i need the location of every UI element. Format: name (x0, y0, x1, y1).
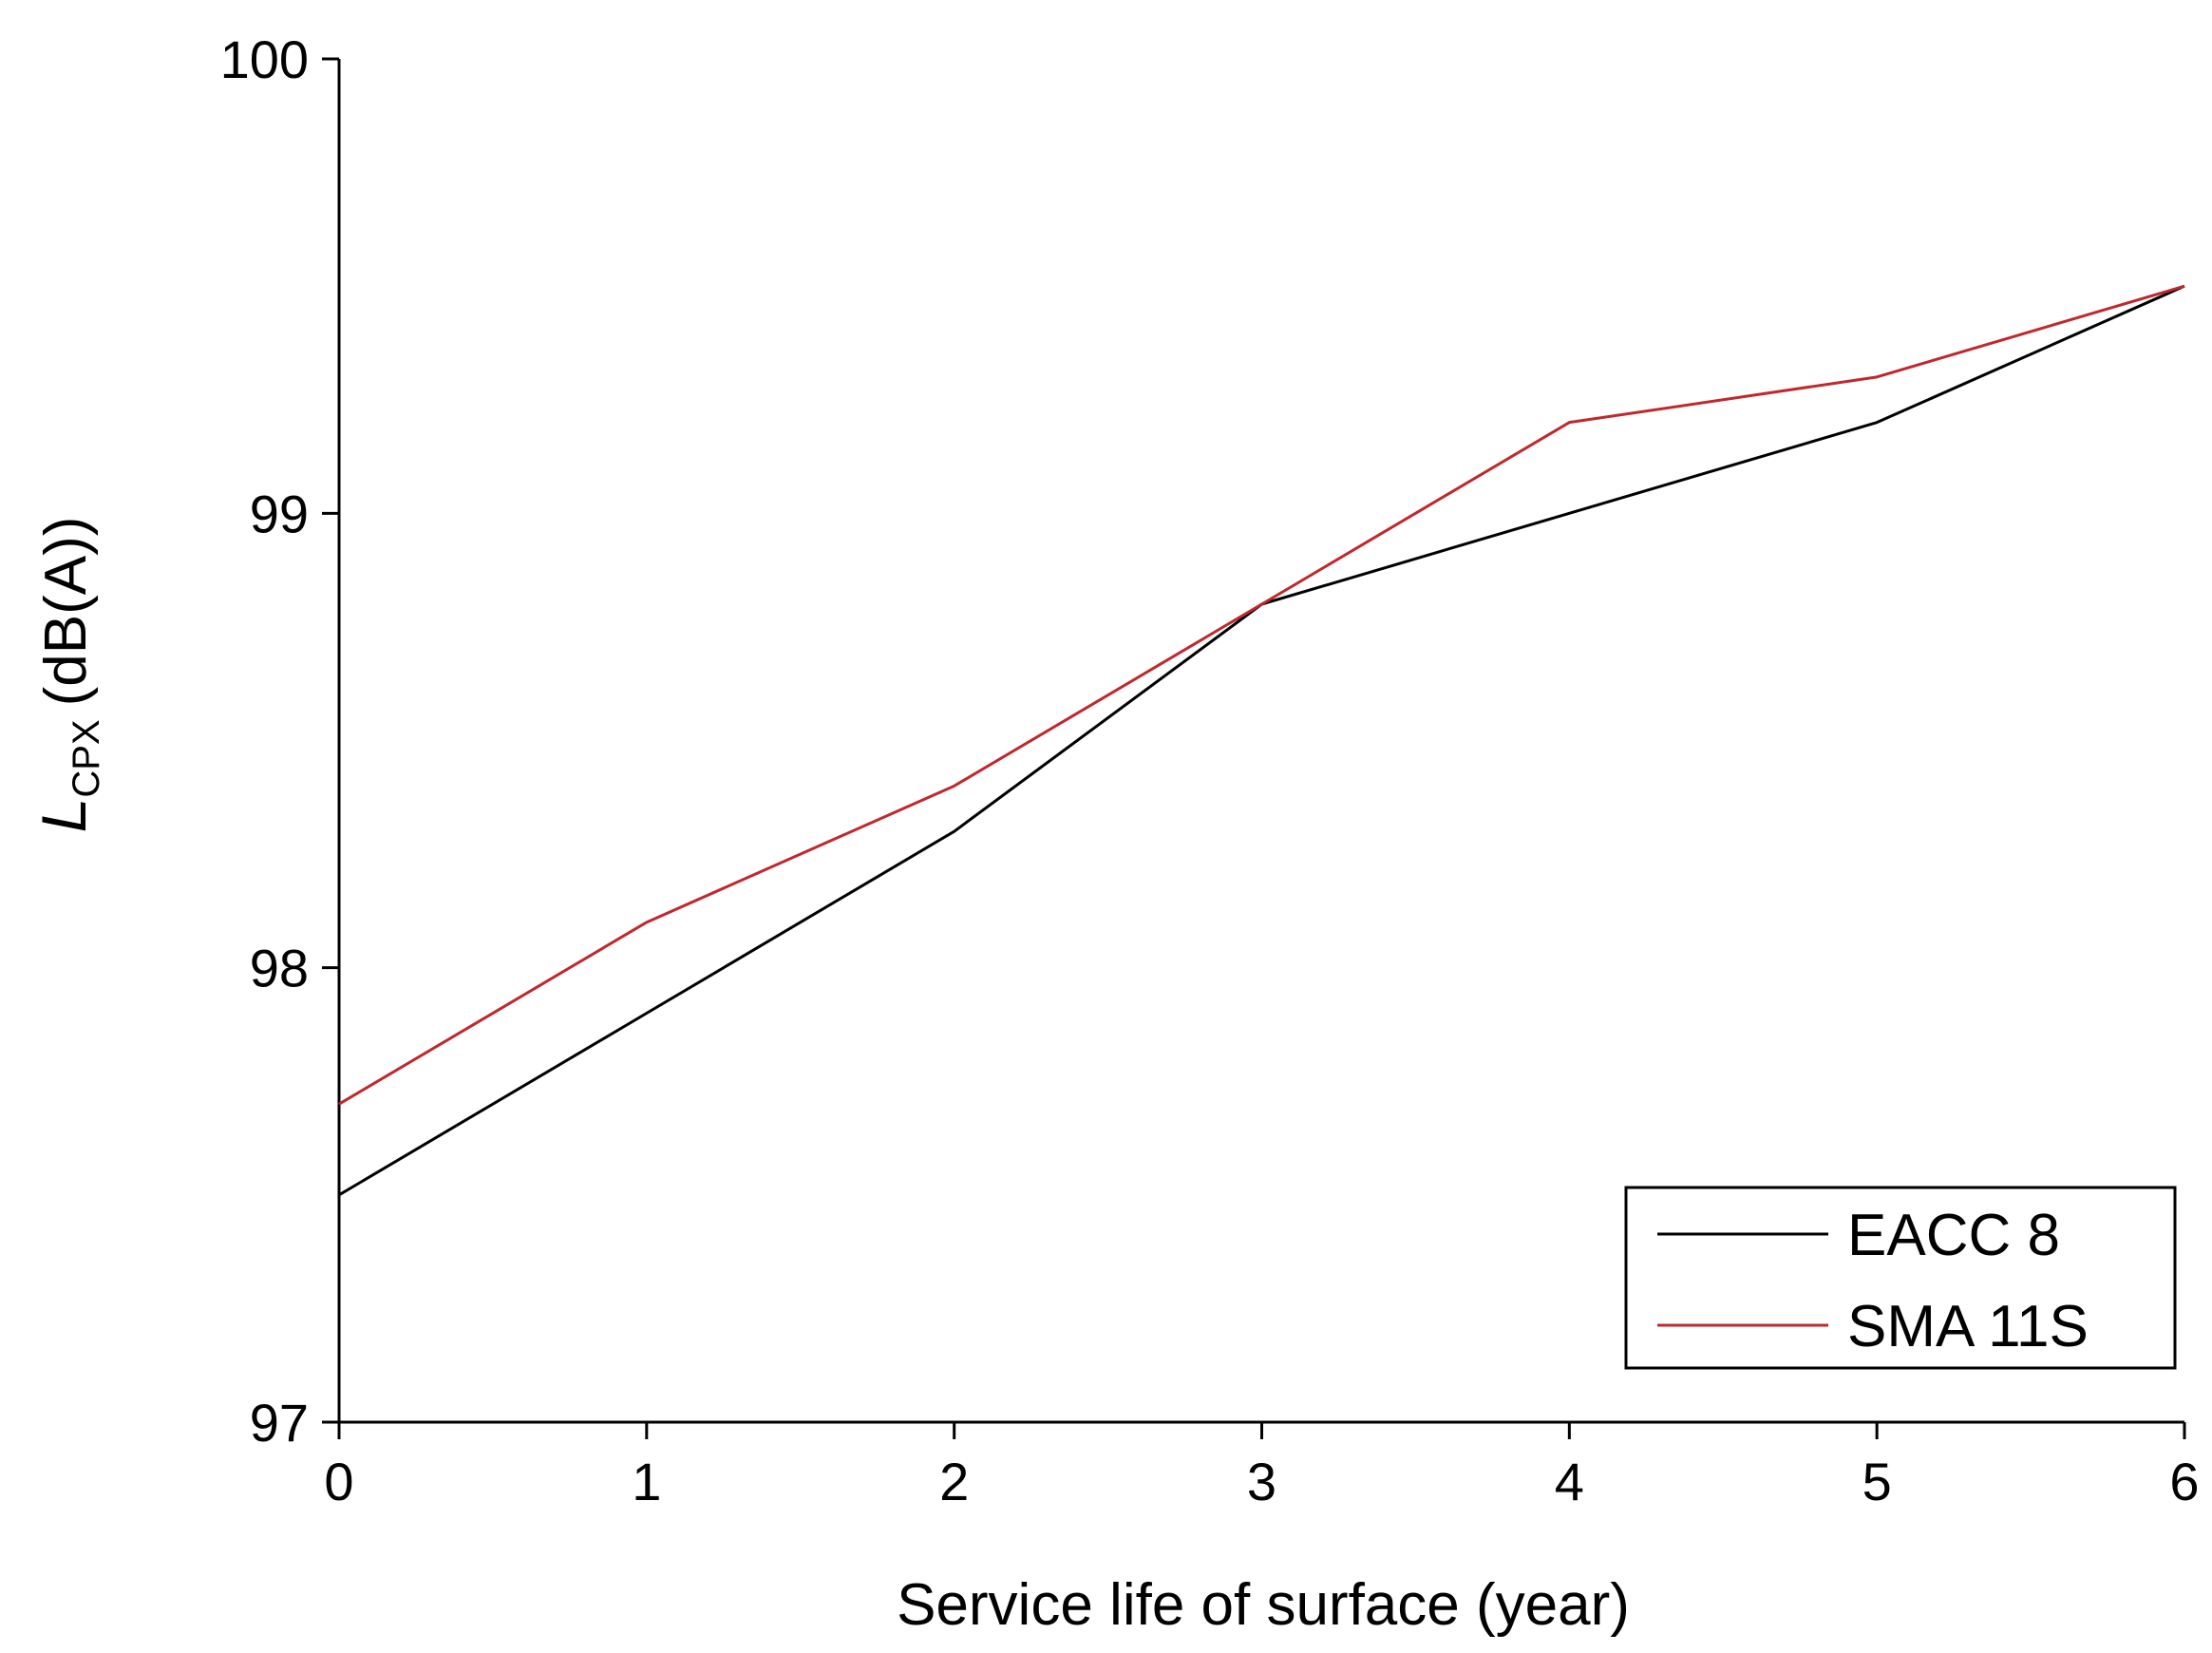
y-tick-label: 98 (250, 939, 309, 998)
x-tick-label: 2 (939, 1452, 969, 1511)
x-tick-label: 0 (324, 1452, 353, 1511)
series-line-eacc-8 (338, 284, 2185, 1197)
y-axis-subscript: CPX (66, 719, 107, 797)
y-tick-label: 100 (220, 29, 309, 89)
series-layer (338, 284, 2185, 1197)
legend-label-eacc-8: EACC 8 (1847, 1203, 2060, 1268)
y-axis-title: LCPX (dB(A)) (28, 517, 107, 833)
y-tick-label: 99 (250, 484, 309, 543)
legend: EACC 8 SMA 11S (1624, 1186, 2177, 1370)
x-tick-label: 5 (1862, 1452, 1892, 1511)
x-axis-title: Service life of surface (year) (897, 1572, 1630, 1638)
y-tick-label: 97 (250, 1393, 309, 1453)
y-axis-symbol: L (28, 798, 99, 833)
legend-label-sma-11s: SMA 11S (1847, 1294, 2089, 1359)
series-line-sma-11s (338, 284, 2185, 1106)
axes: 0 1 2 3 4 5 6 97 98 99 100 (220, 29, 2200, 1511)
x-tick-label: 4 (1555, 1452, 1584, 1511)
y-axis-unit: (dB(A)) (33, 517, 99, 707)
x-tick-label: 6 (2169, 1452, 2199, 1511)
x-tick-label: 1 (632, 1452, 661, 1511)
legend-box (1624, 1186, 2177, 1370)
x-tick-label: 3 (1247, 1452, 1276, 1511)
